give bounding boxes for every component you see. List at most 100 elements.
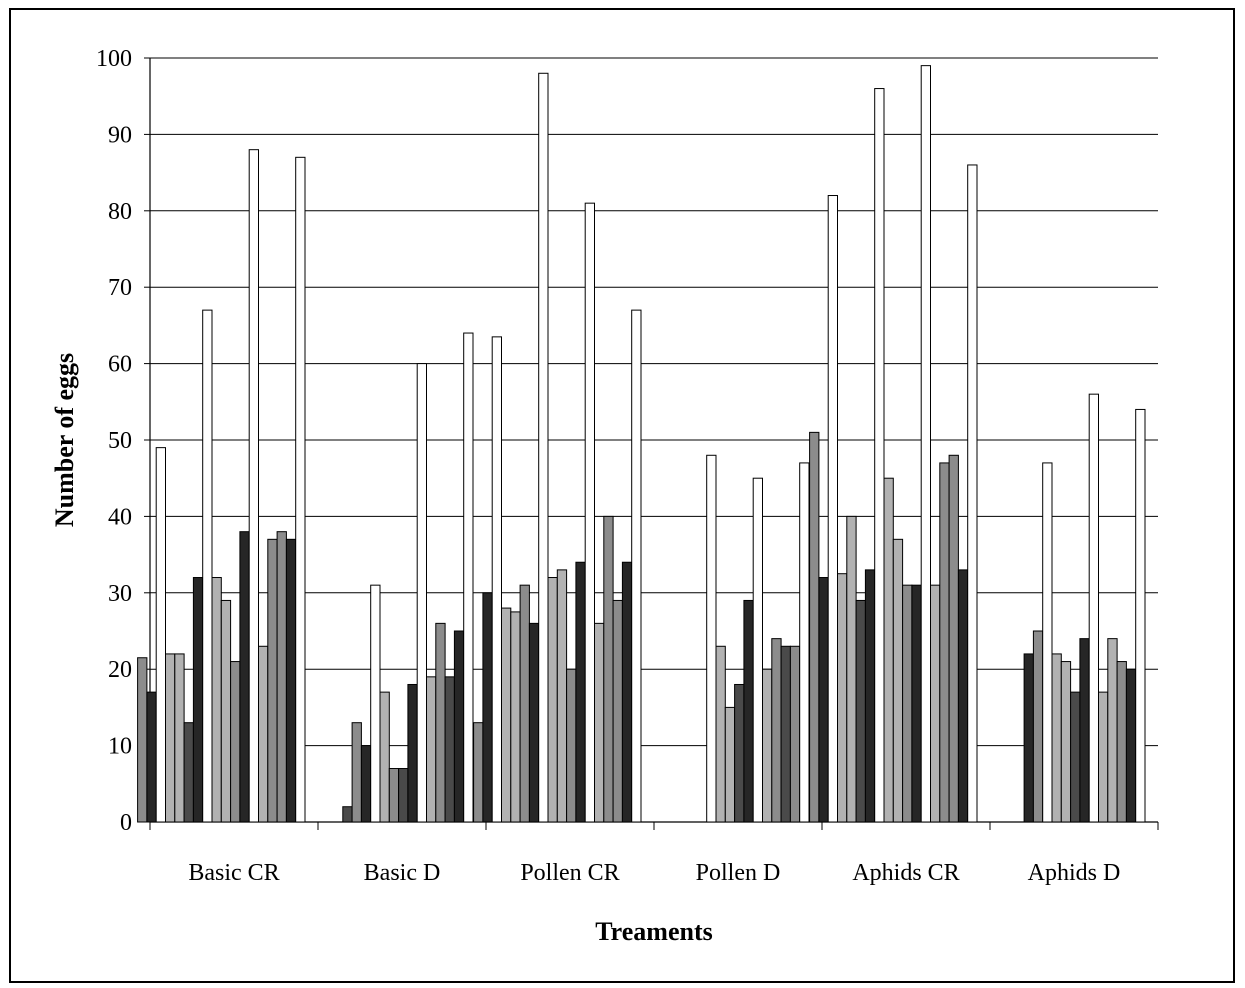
chart-frame (9, 8, 1235, 983)
bar (1032, 630, 1044, 823)
bar (920, 65, 932, 823)
bar (939, 462, 950, 823)
bar (379, 691, 390, 823)
bar (276, 531, 287, 823)
bar (528, 622, 540, 823)
y-tick-label: 60 (108, 352, 132, 378)
y-tick-label: 0 (120, 810, 132, 836)
bar (538, 72, 549, 823)
bar (342, 806, 353, 823)
bar (752, 477, 764, 823)
x-axis-title: Treaments (595, 917, 712, 946)
y-tick-label: 80 (108, 199, 132, 225)
bar (902, 584, 913, 823)
bar (584, 202, 596, 823)
bar (202, 309, 213, 823)
bar (734, 683, 745, 823)
bar (444, 676, 455, 823)
bar (453, 630, 465, 823)
x-category-label: Pollen D (696, 860, 781, 886)
bar (435, 622, 446, 823)
bar (351, 722, 362, 823)
bar (1125, 668, 1137, 823)
bar (799, 462, 810, 823)
bar (864, 569, 876, 823)
bar (220, 599, 232, 823)
bar (1135, 408, 1146, 823)
bar (575, 561, 586, 823)
bar (1107, 638, 1118, 823)
y-tick-label: 100 (96, 46, 132, 72)
bar (426, 676, 437, 823)
x-category-label: Basic D (364, 860, 441, 886)
bar (874, 88, 885, 823)
bar (566, 668, 577, 823)
y-axis-title: Number of eggs (50, 353, 79, 527)
bar (370, 584, 381, 823)
bar (388, 768, 400, 823)
bar (1088, 393, 1099, 823)
bar (211, 577, 222, 823)
bar (771, 638, 782, 823)
bar (416, 363, 428, 823)
bar (295, 156, 306, 823)
x-category-label: Aphids CR (852, 860, 959, 886)
bar (948, 454, 959, 823)
bar (174, 653, 185, 823)
bar (239, 531, 250, 823)
bar (827, 195, 839, 823)
bar (510, 611, 521, 823)
bar (267, 538, 278, 823)
bar (743, 599, 754, 823)
bar (192, 577, 204, 823)
bar (482, 592, 493, 823)
y-tick-label: 40 (108, 504, 132, 530)
bar (603, 515, 614, 823)
bar (407, 683, 418, 823)
bar (473, 722, 484, 823)
bar (398, 768, 409, 823)
bar (967, 164, 978, 823)
bar (621, 561, 633, 823)
bar (155, 447, 166, 823)
bar (165, 653, 176, 823)
bar (855, 599, 866, 823)
bar (491, 336, 503, 823)
bar (892, 538, 904, 823)
bar (556, 569, 568, 823)
bar (724, 706, 736, 823)
y-tick-label: 70 (108, 275, 132, 301)
bar (809, 431, 820, 823)
x-category-label: Aphids D (1028, 860, 1121, 886)
y-tick-label: 10 (108, 734, 132, 760)
y-tick-label: 30 (108, 581, 132, 607)
bar (1023, 653, 1034, 823)
bar (1042, 462, 1053, 823)
bar (1051, 653, 1062, 823)
y-tick-label: 20 (108, 657, 132, 683)
y-tick-label: 90 (108, 122, 132, 148)
bar (137, 657, 148, 823)
bar (631, 309, 642, 823)
bar (780, 645, 791, 823)
bar (146, 691, 157, 823)
bar (837, 573, 848, 823)
x-category-label: Pollen CR (520, 860, 619, 886)
bar (1116, 661, 1127, 823)
y-tick-label: 50 (108, 428, 132, 454)
bar (547, 577, 558, 823)
bar (715, 645, 726, 823)
bar (258, 645, 269, 823)
bar (612, 599, 623, 823)
bar (789, 645, 801, 823)
bar (846, 515, 857, 823)
bar (594, 622, 605, 823)
bar (519, 584, 530, 823)
bar (930, 584, 941, 823)
bar (1098, 691, 1109, 823)
bar (183, 722, 194, 823)
bar (230, 661, 241, 823)
bar (1060, 661, 1072, 823)
bar (883, 477, 894, 823)
bar (957, 569, 969, 823)
